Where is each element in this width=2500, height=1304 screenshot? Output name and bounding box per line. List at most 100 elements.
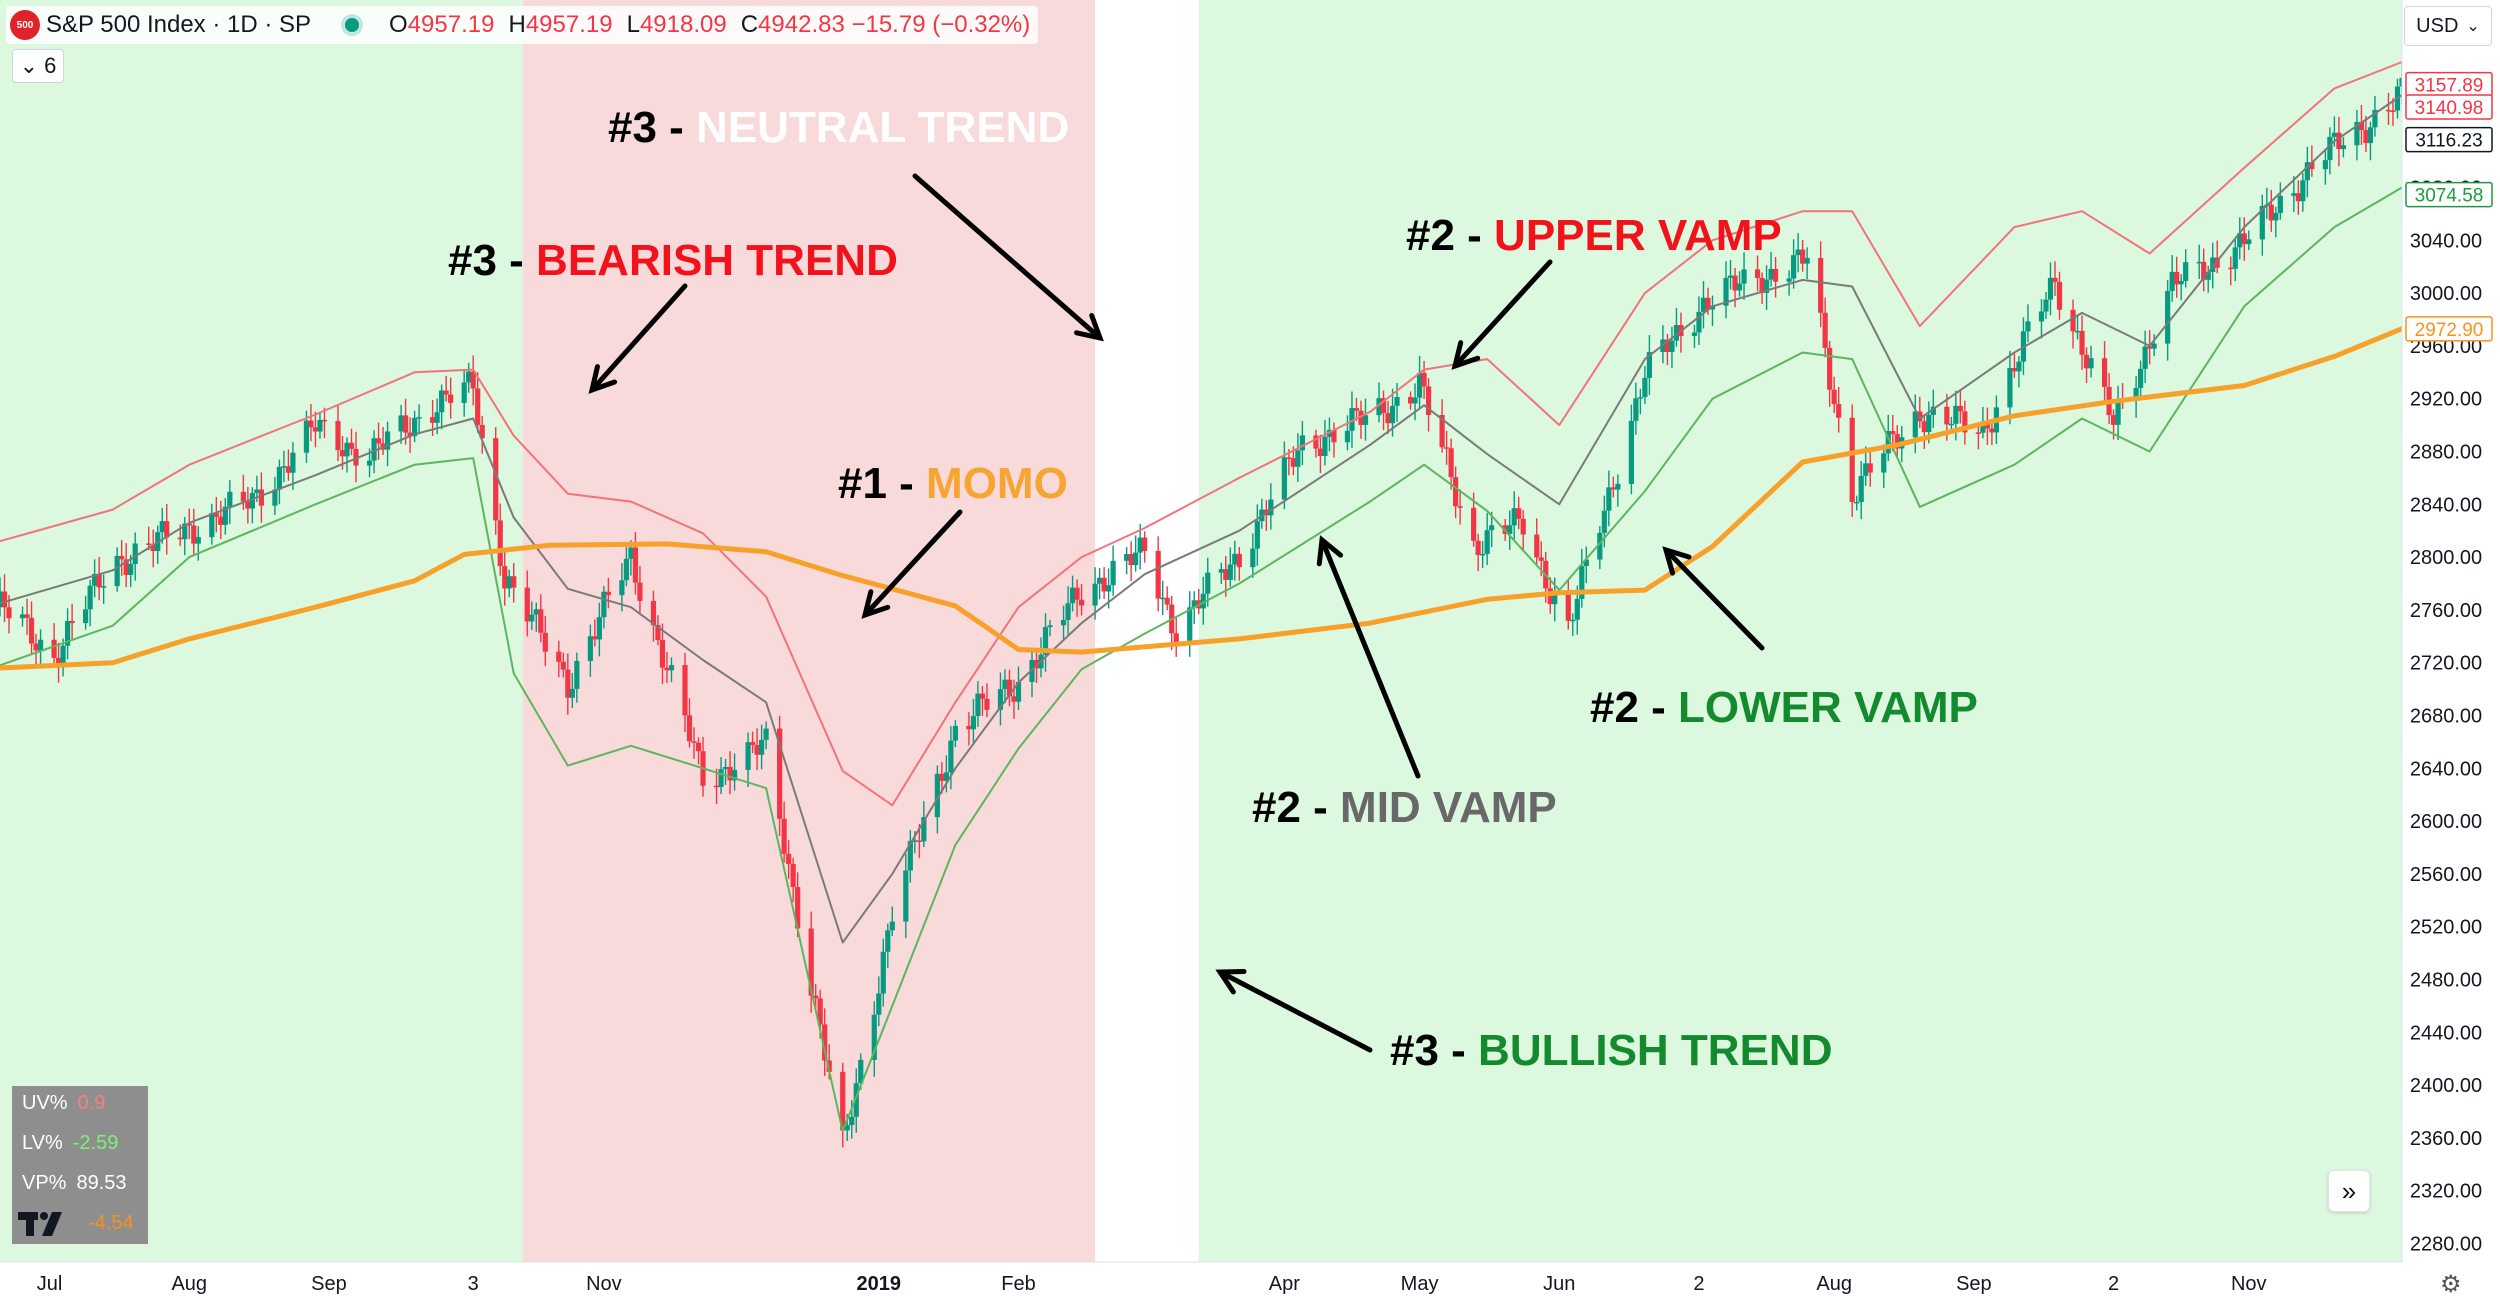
candle bbox=[506, 569, 512, 598]
candle bbox=[28, 601, 35, 654]
candle-body bbox=[348, 442, 355, 449]
currency-select[interactable]: USD ⌄ bbox=[2404, 6, 2492, 46]
candle-body bbox=[1759, 277, 1765, 293]
candle bbox=[164, 504, 170, 555]
candle bbox=[533, 602, 539, 632]
candle bbox=[2088, 345, 2094, 378]
expand-right-button[interactable]: » bbox=[2328, 1170, 2370, 1212]
candle bbox=[2196, 244, 2202, 280]
candle bbox=[1912, 394, 1918, 454]
region-bullish bbox=[1198, 0, 2402, 1262]
price-tick-label: 2720.00 bbox=[2410, 653, 2482, 675]
candle-body bbox=[2079, 330, 2085, 355]
candle bbox=[637, 565, 643, 614]
candle-body bbox=[51, 639, 57, 658]
candle-body bbox=[1223, 569, 1229, 580]
indicator-lines bbox=[0, 61, 2403, 1133]
candle bbox=[1984, 407, 1990, 446]
candle bbox=[903, 853, 909, 939]
candle-body bbox=[1863, 463, 1869, 476]
candle-body bbox=[903, 870, 909, 922]
candle-body bbox=[2196, 261, 2202, 264]
candle-body bbox=[33, 643, 39, 651]
candle bbox=[560, 652, 566, 678]
candle bbox=[871, 1001, 877, 1077]
candle bbox=[1795, 233, 1801, 273]
candle bbox=[19, 606, 26, 627]
indicators-toggle-button[interactable]: ⌄ 6 bbox=[12, 49, 64, 83]
candle bbox=[1597, 526, 1603, 570]
candle bbox=[222, 498, 228, 535]
settings-gear-icon[interactable]: ⚙ bbox=[2440, 1271, 2462, 1298]
mid-vamp-line bbox=[0, 94, 2403, 944]
candle-body bbox=[713, 785, 720, 788]
candle-body bbox=[1160, 597, 1166, 600]
candle bbox=[276, 459, 283, 505]
candle-body bbox=[2259, 205, 2265, 240]
candle-body bbox=[2268, 204, 2274, 221]
candle-body bbox=[1331, 429, 1337, 443]
candle bbox=[1250, 533, 1256, 578]
candle bbox=[1232, 540, 1238, 581]
market-status-icon bbox=[341, 14, 364, 36]
candle bbox=[966, 712, 972, 746]
candle bbox=[2043, 291, 2049, 319]
candle bbox=[1579, 548, 1585, 608]
candle bbox=[123, 543, 129, 588]
candle bbox=[2183, 249, 2189, 288]
candle-body bbox=[569, 688, 575, 698]
candle bbox=[592, 619, 598, 647]
candle-body bbox=[759, 739, 765, 755]
annotation-neutral-trend: #3 - NEUTRAL TREND bbox=[608, 103, 1069, 152]
candle bbox=[556, 640, 562, 678]
candle bbox=[1633, 382, 1639, 435]
candle bbox=[1664, 333, 1671, 366]
candle-body bbox=[1507, 525, 1513, 534]
candle bbox=[209, 503, 215, 545]
candle bbox=[2273, 206, 2279, 238]
candle bbox=[907, 830, 913, 883]
candle-body bbox=[970, 716, 977, 730]
candle bbox=[1407, 391, 1414, 410]
candle-body bbox=[871, 1014, 877, 1060]
candle-body bbox=[885, 930, 891, 952]
candle-body bbox=[538, 609, 544, 633]
candle-body bbox=[1421, 372, 1427, 387]
candle bbox=[619, 563, 625, 612]
candle bbox=[1047, 619, 1053, 637]
candle-body bbox=[722, 766, 729, 770]
candle-body bbox=[2178, 280, 2184, 285]
candle-body bbox=[749, 742, 756, 746]
candle bbox=[691, 727, 697, 759]
annotation-arrows bbox=[588, 173, 1765, 1053]
candle-body bbox=[2142, 346, 2148, 369]
candle bbox=[1534, 518, 1540, 566]
price-label-box bbox=[2405, 94, 2493, 120]
candle-body bbox=[1831, 389, 1837, 405]
price-label-box bbox=[2405, 126, 2493, 153]
time-tick-label: Aug bbox=[171, 1273, 207, 1295]
candle bbox=[876, 976, 882, 1027]
candle bbox=[596, 602, 602, 657]
candle-body bbox=[1124, 554, 1130, 561]
candle bbox=[2151, 334, 2157, 357]
candle bbox=[1691, 324, 1698, 348]
arrow-head bbox=[1451, 340, 1481, 370]
candle bbox=[1385, 400, 1391, 435]
candle-body bbox=[434, 412, 440, 423]
candle-body bbox=[1858, 475, 1864, 502]
candle-body bbox=[1827, 347, 1833, 390]
candle-body bbox=[822, 1024, 828, 1061]
chevron-down-icon: ⌄ bbox=[2466, 18, 2480, 35]
candle bbox=[713, 768, 720, 804]
candle-body bbox=[150, 544, 156, 552]
symbol-legend[interactable]: 500 S&P 500 Index · 1D · SP O4957.19 H49… bbox=[6, 6, 1039, 44]
candle-body bbox=[92, 573, 98, 586]
time-tick-label: Sep bbox=[1956, 1273, 1992, 1295]
price-tick-label: 2800.00 bbox=[2410, 547, 2482, 569]
candle-body bbox=[1723, 277, 1729, 306]
candle-body bbox=[1407, 397, 1414, 404]
time-axis[interactable]: Jul Aug Sep 3 Nov 2019 Feb Apr May Jun 2 Aug Sep 2 Nov bbox=[0, 1261, 2500, 1304]
candle bbox=[1425, 378, 1432, 432]
